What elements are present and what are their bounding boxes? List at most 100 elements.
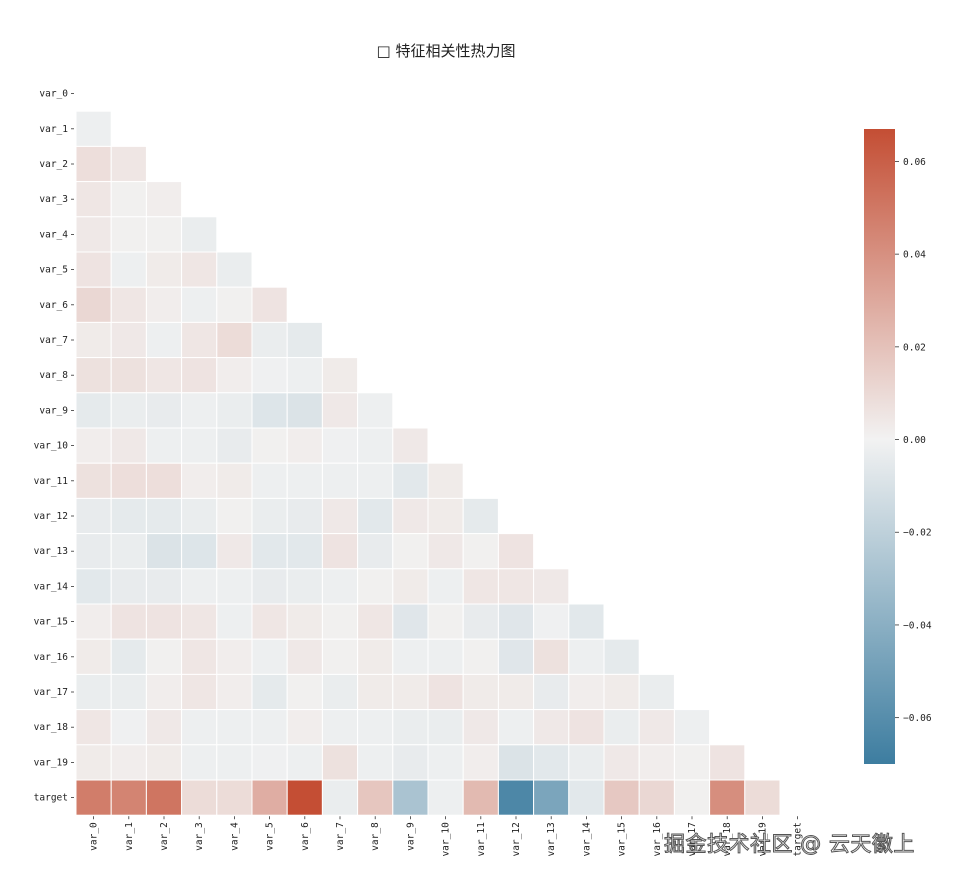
heatmap-cell-var_18-var_1 — [110, 709, 147, 746]
heatmap-cell-var_5-var_0 — [75, 251, 112, 288]
heatmap-cell-var_17-var_6 — [286, 673, 323, 711]
heatmap-cell-var_5-var_1 — [110, 251, 147, 288]
heatmap-cell-var_14-var_2 — [145, 568, 183, 605]
heatmap-cell-var_18-var_17 — [673, 709, 711, 746]
heatmap-cell-var_8-var_7 — [321, 357, 359, 394]
heatmap-cell-var_18-var_16 — [638, 709, 675, 746]
heatmap-cell-var_19-var_16 — [638, 744, 675, 781]
heatmap-cell-var_16-var_8 — [357, 638, 394, 675]
x-tick-label: var_5 — [265, 822, 276, 851]
heatmap-cell-var_10-var_3 — [181, 427, 218, 464]
colorbar-tick-label: 0.04 — [903, 250, 926, 261]
heatmap-cell-var_19-var_5 — [251, 744, 288, 781]
heatmap-cell-var_10-var_2 — [145, 427, 183, 464]
x-tick-label: var_10 — [441, 822, 452, 857]
heatmap-cell-var_13-var_10 — [427, 533, 464, 570]
heatmap-cell-var_18-var_3 — [181, 709, 218, 746]
heatmap-cell-var_19-var_7 — [321, 744, 359, 781]
heatmap-cell-target-var_6 — [286, 779, 323, 816]
heatmap-cell-var_15-var_11 — [462, 603, 499, 640]
heatmap-cell-target-var_9 — [392, 779, 429, 816]
heatmap-cell-var_19-var_8 — [357, 744, 394, 781]
heatmap-cell-var_17-var_3 — [181, 673, 218, 711]
colorbar — [864, 129, 895, 764]
heatmap-cell-var_11-var_10 — [427, 462, 464, 499]
heatmap-cell-var_6-var_0 — [75, 286, 112, 323]
heatmap-cell-var_16-var_5 — [251, 638, 288, 675]
heatmap-cell-var_13-var_0 — [75, 533, 112, 570]
heatmap-cell-var_19-var_13 — [533, 744, 570, 781]
heatmap-cell-var_19-var_10 — [427, 744, 464, 781]
heatmap-cell-var_15-var_3 — [181, 603, 218, 640]
heatmap-cell-var_12-var_11 — [462, 497, 499, 535]
heatmap-cell-target-var_16 — [638, 779, 675, 816]
heatmap-cell-var_7-var_3 — [181, 321, 218, 359]
heatmap-cell-var_9-var_6 — [286, 392, 323, 429]
heatmap-cell-var_17-var_12 — [497, 673, 535, 711]
heatmap-cell-var_13-var_3 — [181, 533, 218, 570]
heatmap-cell-var_4-var_2 — [145, 216, 183, 253]
x-tick-label: var_9 — [405, 822, 416, 851]
colorbar-tick-label: 0.02 — [903, 342, 926, 353]
heatmap-cell-var_12-var_9 — [392, 497, 429, 535]
y-tick-label: var_8 — [39, 370, 68, 381]
heatmap-cell-target-var_18 — [709, 779, 746, 816]
heatmap-cell-var_18-var_14 — [568, 709, 605, 746]
colorbar-tick-label: −0.02 — [903, 528, 932, 539]
heatmap-cell-var_6-var_4 — [216, 286, 253, 323]
heatmap-cell-var_3-var_1 — [110, 181, 147, 218]
x-tick-label: var_16 — [652, 822, 663, 857]
heatmap-cell-var_15-var_10 — [427, 603, 464, 640]
heatmap-cell-var_18-var_7 — [321, 709, 359, 746]
x-tick-label: var_0 — [89, 822, 100, 851]
heatmap-cell-var_18-var_4 — [216, 709, 253, 746]
x-tick-label: target — [793, 822, 804, 856]
heatmap-cell-var_17-var_11 — [462, 673, 499, 711]
heatmap-cell-var_7-var_6 — [286, 321, 323, 359]
heatmap-cell-var_14-var_6 — [286, 568, 323, 605]
heatmap-cell-var_10-var_9 — [392, 427, 429, 464]
y-tick-label: var_4 — [39, 229, 68, 240]
heatmap-cell-var_11-var_6 — [286, 462, 323, 499]
y-axis-tick-labels: var_0 var_1 var_2 var_3 var_4 var_5 var_6 var_7… — [34, 89, 74, 804]
heatmap-cell-var_19-var_11 — [462, 744, 499, 781]
heatmap-cell-var_12-var_5 — [251, 497, 288, 535]
heatmap-cell-var_12-var_2 — [145, 497, 183, 535]
heatmap-cell-var_15-var_9 — [392, 603, 429, 640]
heatmap-cell-var_19-var_6 — [286, 744, 323, 781]
heatmap-cell-var_18-var_0 — [75, 709, 112, 746]
heatmap-cell-var_17-var_0 — [75, 673, 112, 711]
heatmap-cell-var_14-var_12 — [497, 568, 535, 605]
heatmap-cell-var_19-var_1 — [110, 744, 147, 781]
heatmap-cell-target-var_10 — [427, 779, 464, 816]
x-tick-label: var_18 — [722, 822, 733, 857]
heatmap-cell-var_15-var_13 — [533, 603, 570, 640]
heatmap-cell-var_8-var_6 — [286, 357, 323, 394]
heatmap-cell-var_14-var_11 — [462, 568, 499, 605]
heatmap-cell-var_10-var_4 — [216, 427, 253, 464]
heatmap-cell-var_13-var_12 — [497, 533, 535, 570]
heatmap-cell-var_18-var_11 — [462, 709, 499, 746]
heatmap-cell-target-var_15 — [603, 779, 640, 816]
y-tick-label: var_16 — [34, 652, 69, 663]
x-tick-label: var_19 — [757, 822, 768, 857]
heatmap-cell-var_8-var_1 — [110, 357, 147, 394]
heatmap-cell-var_18-var_8 — [357, 709, 394, 746]
heatmap-cell-target-var_3 — [181, 779, 218, 816]
heatmap-cell-var_19-var_3 — [181, 744, 218, 781]
watermark-text: 掘金技术社区 @ 云天徽上 — [664, 832, 915, 857]
heatmap-cell-var_10-var_8 — [357, 427, 394, 464]
heatmap-cell-var_12-var_3 — [181, 497, 218, 535]
heatmap-cell-var_10-var_6 — [286, 427, 323, 464]
heatmap-cell-var_14-var_10 — [427, 568, 464, 605]
x-tick-label: var_3 — [194, 822, 205, 851]
heatmap-cell-target-var_19 — [744, 779, 781, 816]
heatmap-cell-var_7-var_2 — [145, 321, 183, 359]
x-tick-label: var_14 — [581, 822, 592, 857]
heatmap-cell-target-var_5 — [251, 779, 288, 816]
heatmap-cell-var_19-var_2 — [145, 744, 183, 781]
heatmap-cell-var_13-var_8 — [357, 533, 394, 570]
heatmap-cell-var_12-var_0 — [75, 497, 112, 535]
x-tick-label: var_1 — [124, 822, 135, 851]
